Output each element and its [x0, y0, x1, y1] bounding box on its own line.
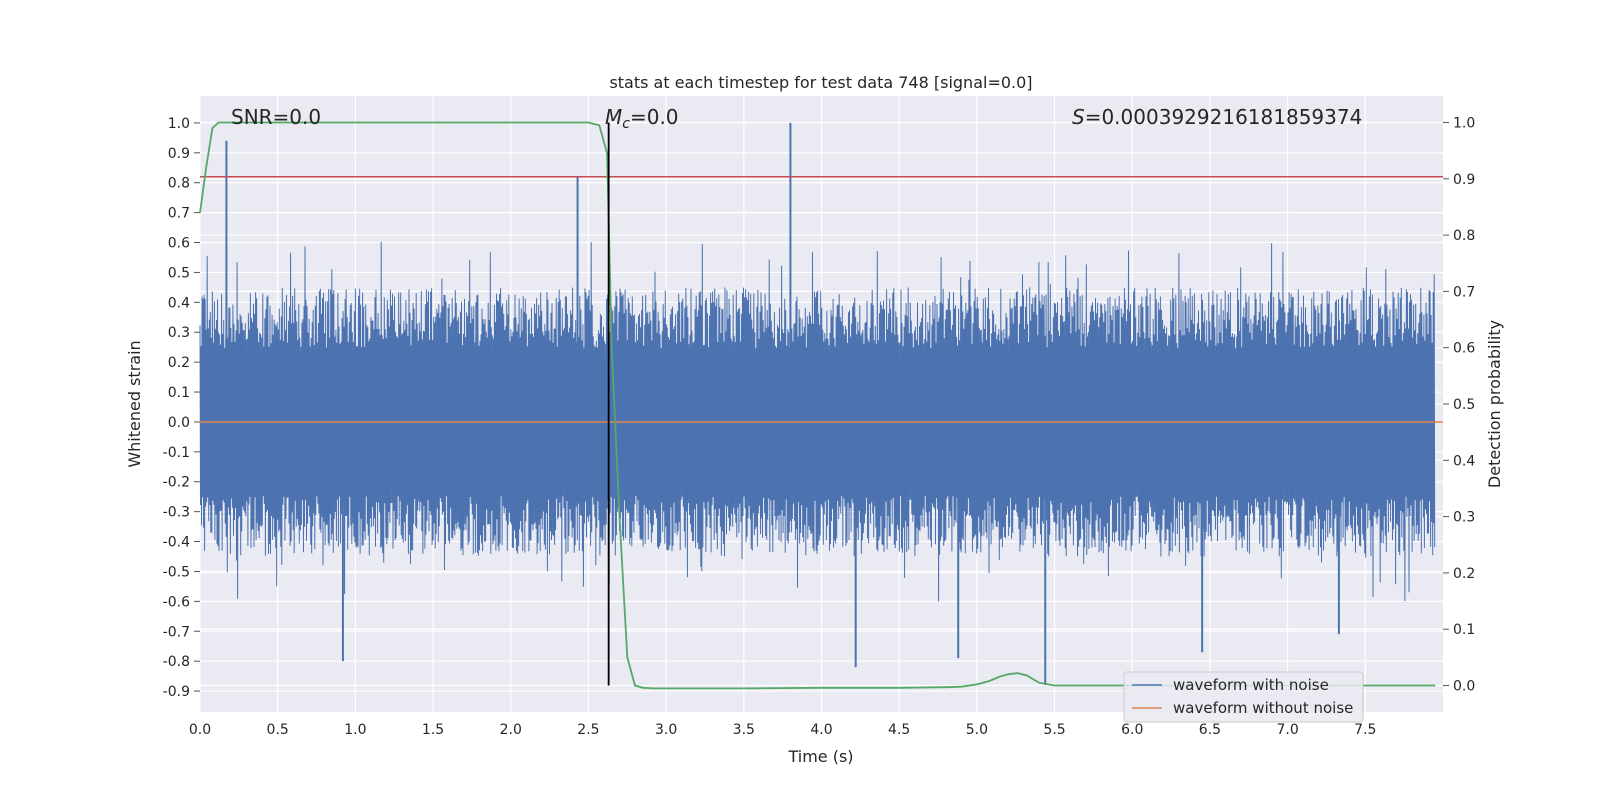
mc-subscript: c	[622, 116, 630, 132]
s-value: =0.0003929216181859374	[1085, 105, 1363, 129]
y-tick-label: -0.2	[163, 475, 190, 491]
y2-tick-label: 0.9	[1453, 172, 1475, 188]
x-tick-label: 0.5	[267, 722, 289, 738]
y2-tick-label: 0.7	[1453, 284, 1475, 300]
x-tick-label: 6.5	[1199, 722, 1221, 738]
y-tick-label: 0.4	[168, 295, 190, 311]
y-tick-label: -0.1	[163, 445, 190, 461]
x-tick-label: 2.0	[500, 722, 522, 738]
x-tick-label: 2.5	[577, 722, 599, 738]
y-tick-label: 0.8	[168, 176, 190, 192]
y-tick-label: 0.7	[168, 206, 190, 222]
y2-tick-label: 0.3	[1453, 510, 1475, 526]
mc-annotation: Mc=0.0	[605, 105, 679, 132]
y-tick-label: -0.8	[163, 654, 190, 670]
x-axis-label: Time (s)	[787, 747, 853, 766]
x-tick-label: 1.0	[344, 722, 366, 738]
y-axis-label: Whitened strain	[125, 340, 144, 467]
y2-tick-label: 0.5	[1453, 397, 1475, 413]
legend-label-noisy: waveform with noise	[1173, 676, 1329, 694]
x-tick-label: 5.5	[1043, 722, 1065, 738]
x-tick-label: 3.0	[655, 722, 677, 738]
y-tick-label: 1.0	[168, 116, 190, 132]
y2-tick-label: 0.2	[1453, 566, 1475, 582]
y-tick-label: 0.2	[168, 355, 190, 371]
detection-probability-line	[199, 121, 1436, 690]
y-tick-label: 0.9	[168, 146, 190, 162]
y2-axis-label: Detection probability	[1485, 320, 1504, 488]
x-tick-label: 1.5	[422, 722, 444, 738]
y-tick-label: 0.6	[168, 236, 190, 252]
s-symbol: S	[1072, 105, 1085, 129]
y-tick-label: -0.4	[163, 535, 190, 551]
y2-tick-label: 0.6	[1453, 341, 1475, 357]
y-tick-label: -0.3	[163, 505, 190, 521]
y2-tick-label: 0.4	[1453, 453, 1475, 469]
y-tick-label: -0.6	[163, 594, 190, 610]
y2-tick-label: 0.1	[1453, 622, 1475, 638]
y-tick-label: 0.1	[168, 385, 190, 401]
y2-tick-label: 0.8	[1453, 228, 1475, 244]
x-tick-label: 6.0	[1121, 722, 1143, 738]
y-tick-label: 0.5	[168, 265, 190, 281]
mc-symbol: M	[605, 105, 622, 129]
legend-label-clean: waveform without noise	[1173, 699, 1353, 717]
axes: 0.0 0.5 1.0 1.5 2.0 2.5 3.0 3.5 4.0 4.5 5.0 5.5 6.0 6…	[163, 115, 1476, 738]
x-tick-label: 7.5	[1354, 722, 1376, 738]
mc-value: =0.0	[630, 105, 679, 129]
y2-tick-label: 1.0	[1453, 115, 1475, 131]
snr-annotation: SNR=0.0	[231, 105, 321, 129]
y2-tick-label: 0.0	[1453, 679, 1475, 695]
x-tick-label: 0.0	[189, 722, 211, 738]
y-tick-label: 0.0	[168, 415, 190, 431]
s-annotation: S=0.0003929216181859374	[1072, 105, 1362, 129]
y-tick-label: -0.5	[163, 564, 190, 580]
legend: waveform with noise waveform without noi…	[1123, 671, 1364, 723]
x-tick-label: 4.5	[888, 722, 910, 738]
legend-box	[1123, 671, 1364, 723]
x-tick-label: 4.0	[810, 722, 832, 738]
x-tick-label: 3.5	[733, 722, 755, 738]
x-tick-label: 5.0	[966, 722, 988, 738]
x-tick-label: 7.0	[1276, 722, 1298, 738]
y-tick-label: 0.3	[168, 325, 190, 341]
chart-title: stats at each timestep for test data 748…	[609, 73, 1032, 92]
y-tick-label: -0.7	[163, 624, 190, 640]
line-series	[199, 121, 1443, 690]
y-tick-label: -0.9	[163, 684, 190, 700]
